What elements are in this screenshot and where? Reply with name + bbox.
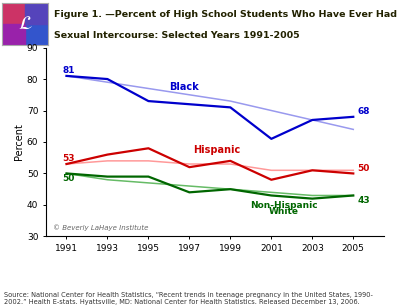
Bar: [2, 3, 25, 24]
Text: Sexual Intercourse: Selected Years 1991-2005: Sexual Intercourse: Selected Years 1991-…: [54, 31, 300, 40]
Text: 43: 43: [357, 196, 370, 205]
Text: 50: 50: [62, 174, 75, 183]
Bar: [25, 3, 48, 24]
Bar: [25, 24, 48, 45]
Text: 68: 68: [357, 107, 370, 116]
Bar: [2, 24, 25, 45]
Text: Source: National Center for Health Statistics, “Recent trends in teenage pregnan: Source: National Center for Health Stati…: [4, 293, 373, 305]
Text: 81: 81: [62, 66, 75, 75]
Y-axis label: Percent: Percent: [14, 123, 24, 161]
Text: Figure 1. —Percent of High School Students Who Have Ever Had: Figure 1. —Percent of High School Studen…: [54, 10, 397, 19]
Text: 50: 50: [357, 164, 370, 173]
Text: Hispanic: Hispanic: [194, 145, 241, 155]
Text: Non-Hispanic: Non-Hispanic: [250, 201, 318, 210]
Text: Black: Black: [169, 82, 199, 92]
Text: White: White: [269, 207, 299, 216]
Text: © Beverly LaHaye Institute: © Beverly LaHaye Institute: [53, 224, 148, 231]
Text: $\mathcal{L}$: $\mathcal{L}$: [18, 14, 32, 33]
Text: 53: 53: [62, 154, 75, 163]
